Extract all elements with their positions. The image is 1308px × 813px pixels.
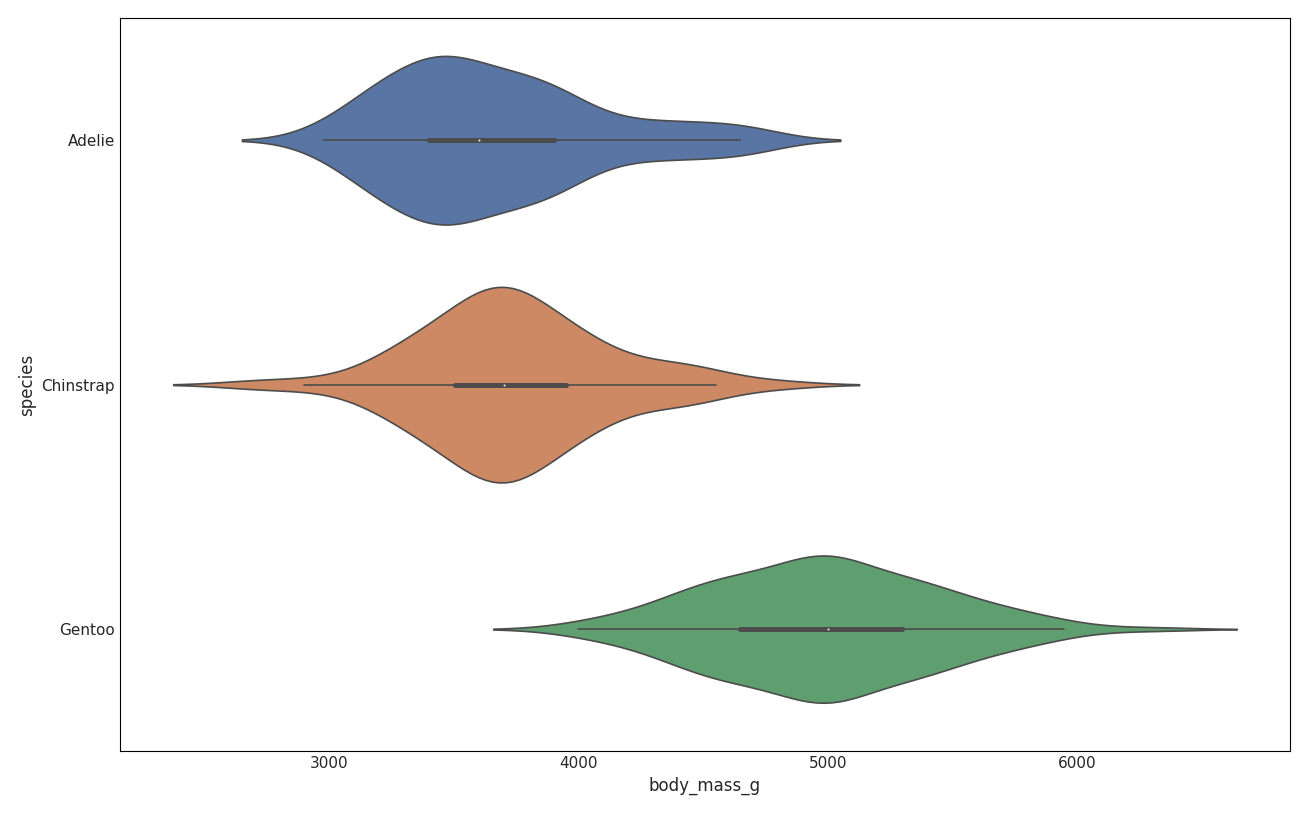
Point — [818, 623, 838, 636]
Point — [468, 133, 489, 146]
X-axis label: body_mass_g: body_mass_g — [649, 776, 761, 795]
Y-axis label: species: species — [18, 354, 37, 415]
Point — [493, 378, 514, 391]
